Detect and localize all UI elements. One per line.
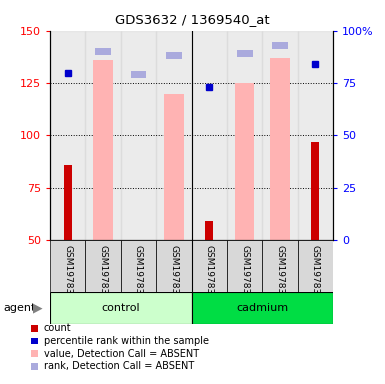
Bar <box>50 31 85 240</box>
Text: percentile rank within the sample: percentile rank within the sample <box>44 336 209 346</box>
Text: agent: agent <box>4 303 36 313</box>
Bar <box>131 71 146 78</box>
Text: GSM197836: GSM197836 <box>205 245 214 300</box>
Text: GSM197839: GSM197839 <box>311 245 320 300</box>
Bar <box>166 52 182 60</box>
Bar <box>192 240 227 292</box>
Bar <box>156 240 191 292</box>
Text: control: control <box>102 303 140 313</box>
Text: GSM197837: GSM197837 <box>240 245 249 300</box>
Text: GDS3632 / 1369540_at: GDS3632 / 1369540_at <box>115 13 270 26</box>
Bar <box>192 31 227 240</box>
Bar <box>270 58 290 240</box>
Text: value, Detection Call = ABSENT: value, Detection Call = ABSENT <box>44 349 199 359</box>
Text: GSM197835: GSM197835 <box>169 245 178 300</box>
Text: rank, Detection Call = ABSENT: rank, Detection Call = ABSENT <box>44 361 194 371</box>
Bar <box>64 165 72 240</box>
Bar <box>298 240 333 292</box>
Bar <box>156 31 191 240</box>
Bar <box>227 31 262 240</box>
Bar <box>94 60 113 240</box>
Text: GSM197834: GSM197834 <box>134 245 143 300</box>
Bar <box>95 48 111 55</box>
Bar <box>237 50 253 57</box>
Bar <box>272 42 288 49</box>
Bar <box>50 292 192 324</box>
Bar <box>164 93 184 240</box>
Text: cadmium: cadmium <box>236 303 288 313</box>
Bar <box>235 83 254 240</box>
Bar <box>262 240 298 292</box>
Bar <box>121 31 156 240</box>
Text: GSM197833: GSM197833 <box>99 245 108 300</box>
Bar <box>205 221 213 240</box>
Bar <box>85 240 121 292</box>
Bar <box>311 142 319 240</box>
Text: count: count <box>44 323 71 333</box>
Text: GSM197838: GSM197838 <box>275 245 285 300</box>
Bar <box>262 31 298 240</box>
Text: GSM197832: GSM197832 <box>63 245 72 300</box>
Bar <box>85 31 121 240</box>
Bar <box>298 31 333 240</box>
Bar <box>50 240 85 292</box>
Bar <box>121 240 156 292</box>
Text: ▶: ▶ <box>33 302 42 315</box>
Bar <box>192 292 333 324</box>
Bar <box>227 240 262 292</box>
